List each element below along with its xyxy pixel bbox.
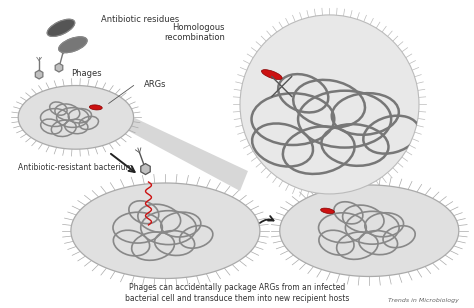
Text: Phages: Phages	[71, 69, 101, 78]
Ellipse shape	[47, 19, 75, 36]
Text: Antibiotic residues: Antibiotic residues	[101, 15, 179, 24]
Polygon shape	[18, 86, 134, 149]
Text: ARGs: ARGs	[144, 80, 166, 89]
Ellipse shape	[320, 208, 334, 213]
Polygon shape	[104, 103, 248, 191]
Ellipse shape	[47, 19, 75, 36]
Ellipse shape	[89, 105, 102, 110]
Polygon shape	[141, 164, 150, 175]
Text: Trends in Microbiology: Trends in Microbiology	[388, 298, 459, 303]
Polygon shape	[280, 185, 459, 277]
Ellipse shape	[59, 37, 87, 53]
Polygon shape	[71, 183, 260, 278]
Polygon shape	[71, 37, 87, 51]
Ellipse shape	[59, 37, 87, 53]
Polygon shape	[55, 63, 63, 72]
Polygon shape	[35, 70, 43, 79]
Circle shape	[240, 15, 419, 194]
Text: Homologous
recombination: Homologous recombination	[164, 23, 225, 42]
Text: Phages can accidentally package ARGs from an infected
bacterial cell and transdu: Phages can accidentally package ARGs fro…	[125, 283, 349, 303]
Polygon shape	[58, 19, 75, 34]
Ellipse shape	[262, 70, 282, 79]
Text: Antibiotic-resistant bacterium: Antibiotic-resistant bacterium	[18, 163, 133, 172]
